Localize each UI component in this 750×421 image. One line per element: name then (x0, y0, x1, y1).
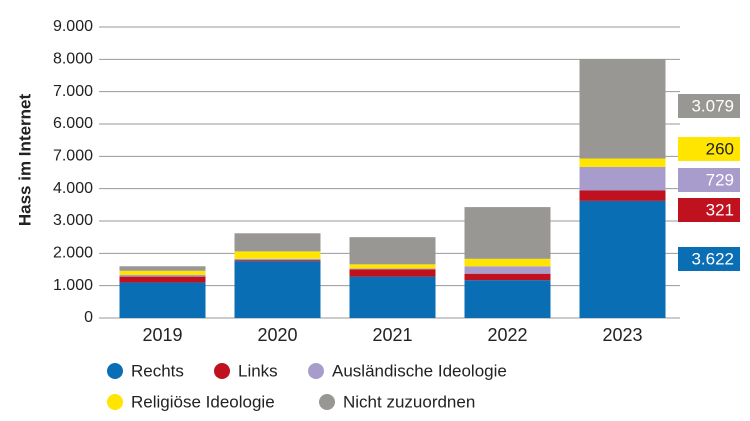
value-label: 3.079 (691, 96, 734, 115)
y-tick-label: 1.000 (53, 277, 93, 294)
bar-segment (119, 274, 206, 277)
x-tick-label: 2021 (372, 325, 412, 345)
bar-segment (464, 266, 551, 274)
y-tick-label: 7.000 (53, 148, 93, 165)
x-tick-label: 2023 (602, 325, 642, 345)
legend-label: Rechts (131, 361, 184, 380)
bar-segment (579, 200, 666, 318)
bar-segment (349, 264, 436, 269)
bar-segment (234, 233, 321, 252)
legend-swatch (214, 363, 230, 379)
y-tick-label: 3.000 (53, 212, 93, 229)
bar-segment (464, 258, 551, 267)
bar-segment (349, 268, 436, 270)
value-label-box (678, 198, 740, 222)
bar-segment (349, 269, 436, 277)
bar-segment (234, 251, 321, 259)
bar-segment (119, 276, 206, 283)
value-label-box (678, 94, 740, 118)
x-tick-label: 2019 (142, 325, 182, 345)
legend-swatch (107, 363, 123, 379)
value-label-box (678, 247, 740, 271)
bar-segment (234, 261, 321, 318)
bar-segment (464, 273, 551, 281)
y-tick-label: 4.000 (53, 180, 93, 197)
bar-segment (119, 270, 206, 275)
legend-label: Religiöse Ideologie (131, 392, 275, 411)
bar-segment (464, 207, 551, 259)
value-label: 3.622 (691, 249, 734, 268)
value-label: 260 (706, 139, 734, 158)
value-label-box (678, 168, 740, 192)
y-tick-label: 8.000 (53, 51, 93, 68)
legend-swatch (319, 394, 335, 410)
legend-label: Ausländische Ideologie (332, 361, 507, 380)
legend-swatch (107, 394, 123, 410)
bar-segment (119, 282, 206, 318)
y-tick-label: 6.000 (53, 115, 93, 132)
legend-label: Links (238, 361, 278, 380)
bar-segment (579, 190, 666, 201)
legend-swatch (308, 363, 324, 379)
bar-segment (234, 258, 321, 261)
bar-segment (349, 276, 436, 318)
legend-label: Nicht zuzuordnen (343, 392, 475, 411)
y-axis-label: Hass im Internet (15, 94, 34, 227)
x-tick-label: 2020 (257, 325, 297, 345)
bar-segment (349, 237, 436, 265)
y-tick-label: 9.000 (53, 18, 93, 35)
x-tick-label: 2022 (487, 325, 527, 345)
y-tick-label: 2.000 (53, 245, 93, 262)
bar-segment (579, 166, 666, 191)
y-tick-label: 7.000 (53, 83, 93, 100)
bar-segment (119, 266, 206, 271)
bar-segment (234, 260, 321, 262)
value-label: 321 (706, 200, 734, 219)
value-label-box (678, 137, 740, 161)
bar-segment (579, 58, 666, 159)
y-tick-label: 0 (84, 309, 93, 326)
bar-segment (464, 280, 551, 318)
value-label: 729 (706, 170, 734, 189)
bar-segment (579, 158, 666, 167)
